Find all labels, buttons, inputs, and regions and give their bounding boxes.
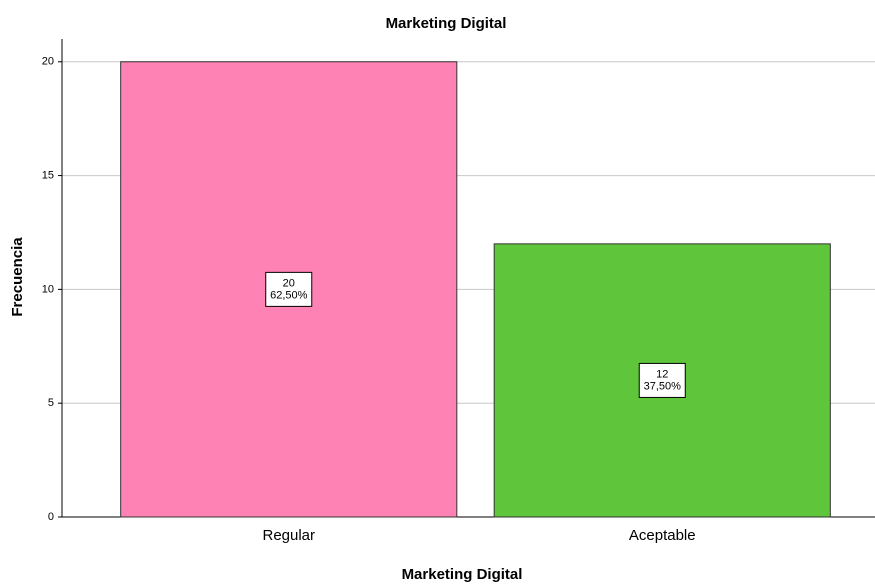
y-tick-label: 15 bbox=[42, 169, 54, 181]
data-label: 20 bbox=[283, 277, 295, 289]
bar bbox=[493, 243, 831, 518]
chart-title: Marketing Digital bbox=[386, 15, 507, 32]
y-tick-label: 10 bbox=[42, 283, 54, 295]
y-tick-label: 20 bbox=[42, 56, 54, 68]
data-label-box bbox=[638, 362, 686, 398]
y-axis-label: Frecuencia bbox=[9, 237, 26, 317]
x-tick-label: Regular bbox=[262, 527, 315, 544]
percent-label: 37,50% bbox=[644, 380, 682, 392]
percent-label: 62,50% bbox=[270, 289, 308, 301]
x-axis-label: Marketing Digital bbox=[402, 566, 523, 583]
y-tick-label: 5 bbox=[48, 397, 54, 409]
x-tick-label: Aceptable bbox=[629, 527, 696, 544]
data-label-box bbox=[265, 271, 313, 307]
y-tick-label: 0 bbox=[48, 511, 54, 523]
data-label: 12 bbox=[656, 368, 668, 380]
